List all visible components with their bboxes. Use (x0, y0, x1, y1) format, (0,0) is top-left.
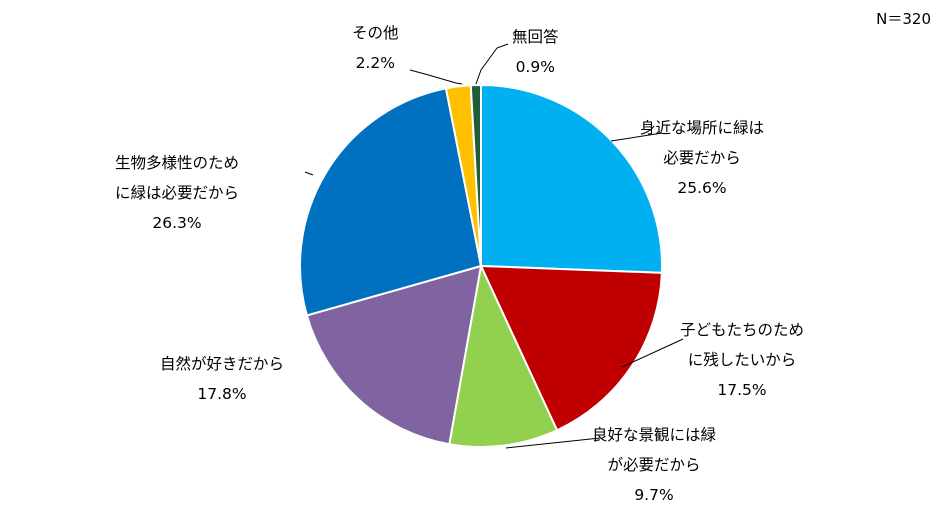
pie-slice-2 (448, 262, 559, 448)
label-slice-1: 子どもたちのため に残したいから 17.5% (680, 321, 805, 399)
sample-size-note: N＝320 (876, 10, 931, 28)
pie-slice-0 (480, 83, 663, 274)
pie-slice-3 (305, 264, 483, 446)
pie-slice-4 (299, 87, 483, 317)
label-slice-0: 身近な場所に緑は 必要だから 25.6% (640, 119, 765, 197)
label-slice-4: 生物多様性のため に緑は必要だから 26.3% (115, 154, 240, 232)
leader-line-5 (475, 43, 509, 85)
leader-line-4 (409, 69, 463, 85)
leader-line-1 (621, 338, 684, 368)
pie-slice-1 (479, 264, 663, 432)
pie-slice-6 (469, 83, 482, 267)
leader-line-0 (610, 132, 663, 142)
leader-line-3 (304, 171, 314, 176)
leader-line-2 (505, 437, 601, 449)
label-slice-3: 自然が好きだから 17.8% (160, 355, 285, 403)
label-slice-2: 良好な景観には緑 が必要だから 9.7% (592, 426, 717, 504)
label-slice-5: その他 2.2% (352, 24, 399, 72)
label-slice-6: 無回答 0.9% (512, 28, 559, 76)
